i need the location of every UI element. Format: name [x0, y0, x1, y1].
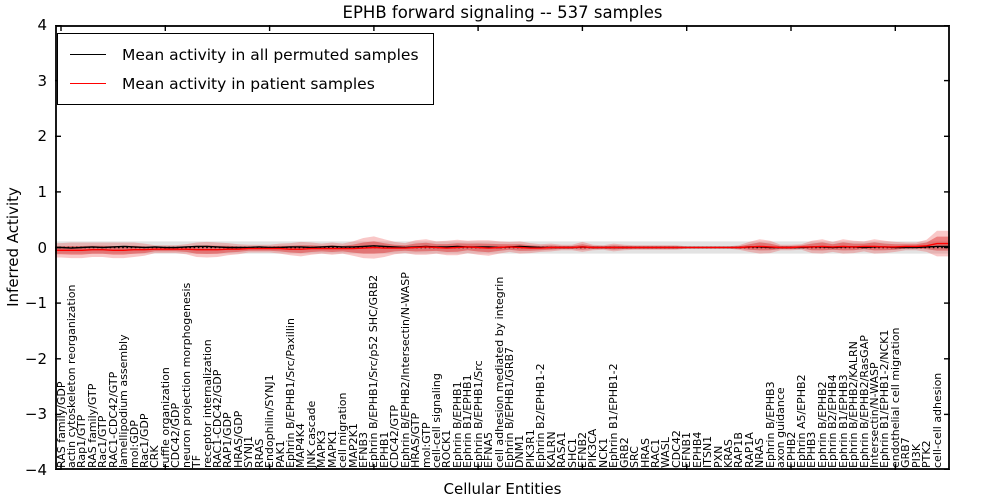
legend-entry-permuted: Mean activity in all permuted samples — [70, 40, 419, 69]
legend-label: Mean activity in all permuted samples — [122, 45, 419, 64]
x-tick-label: neuron projection morphogenesis — [179, 282, 193, 468]
plot-area: Mean activity in all permuted samples Me… — [55, 25, 950, 470]
y-tick-label: −3 — [24, 405, 47, 424]
y-tick-label: 4 — [37, 16, 47, 34]
legend-line-red — [70, 83, 106, 84]
y-tick-label: 3 — [37, 71, 47, 90]
x-tick-label: cell-cell adhesion — [930, 372, 944, 468]
legend-label: Mean activity in patient samples — [122, 74, 375, 93]
y-tick-label: −2 — [24, 349, 47, 368]
y-tick-label: 1 — [37, 182, 47, 201]
y-tick-label: −4 — [24, 461, 47, 479]
chart-title: EPHB forward signaling -- 537 samples — [342, 3, 663, 22]
x-axis-label: Cellular Entities — [443, 480, 562, 498]
y-tick-label: 0 — [37, 238, 47, 257]
chart-canvas — [55, 25, 950, 470]
y-tick-label: −1 — [24, 294, 47, 313]
legend: Mean activity in all permuted samples Me… — [57, 33, 434, 105]
legend-entry-patient: Mean activity in patient samples — [70, 69, 419, 98]
y-tick-label: 2 — [37, 127, 47, 146]
legend-line-black — [70, 54, 106, 55]
